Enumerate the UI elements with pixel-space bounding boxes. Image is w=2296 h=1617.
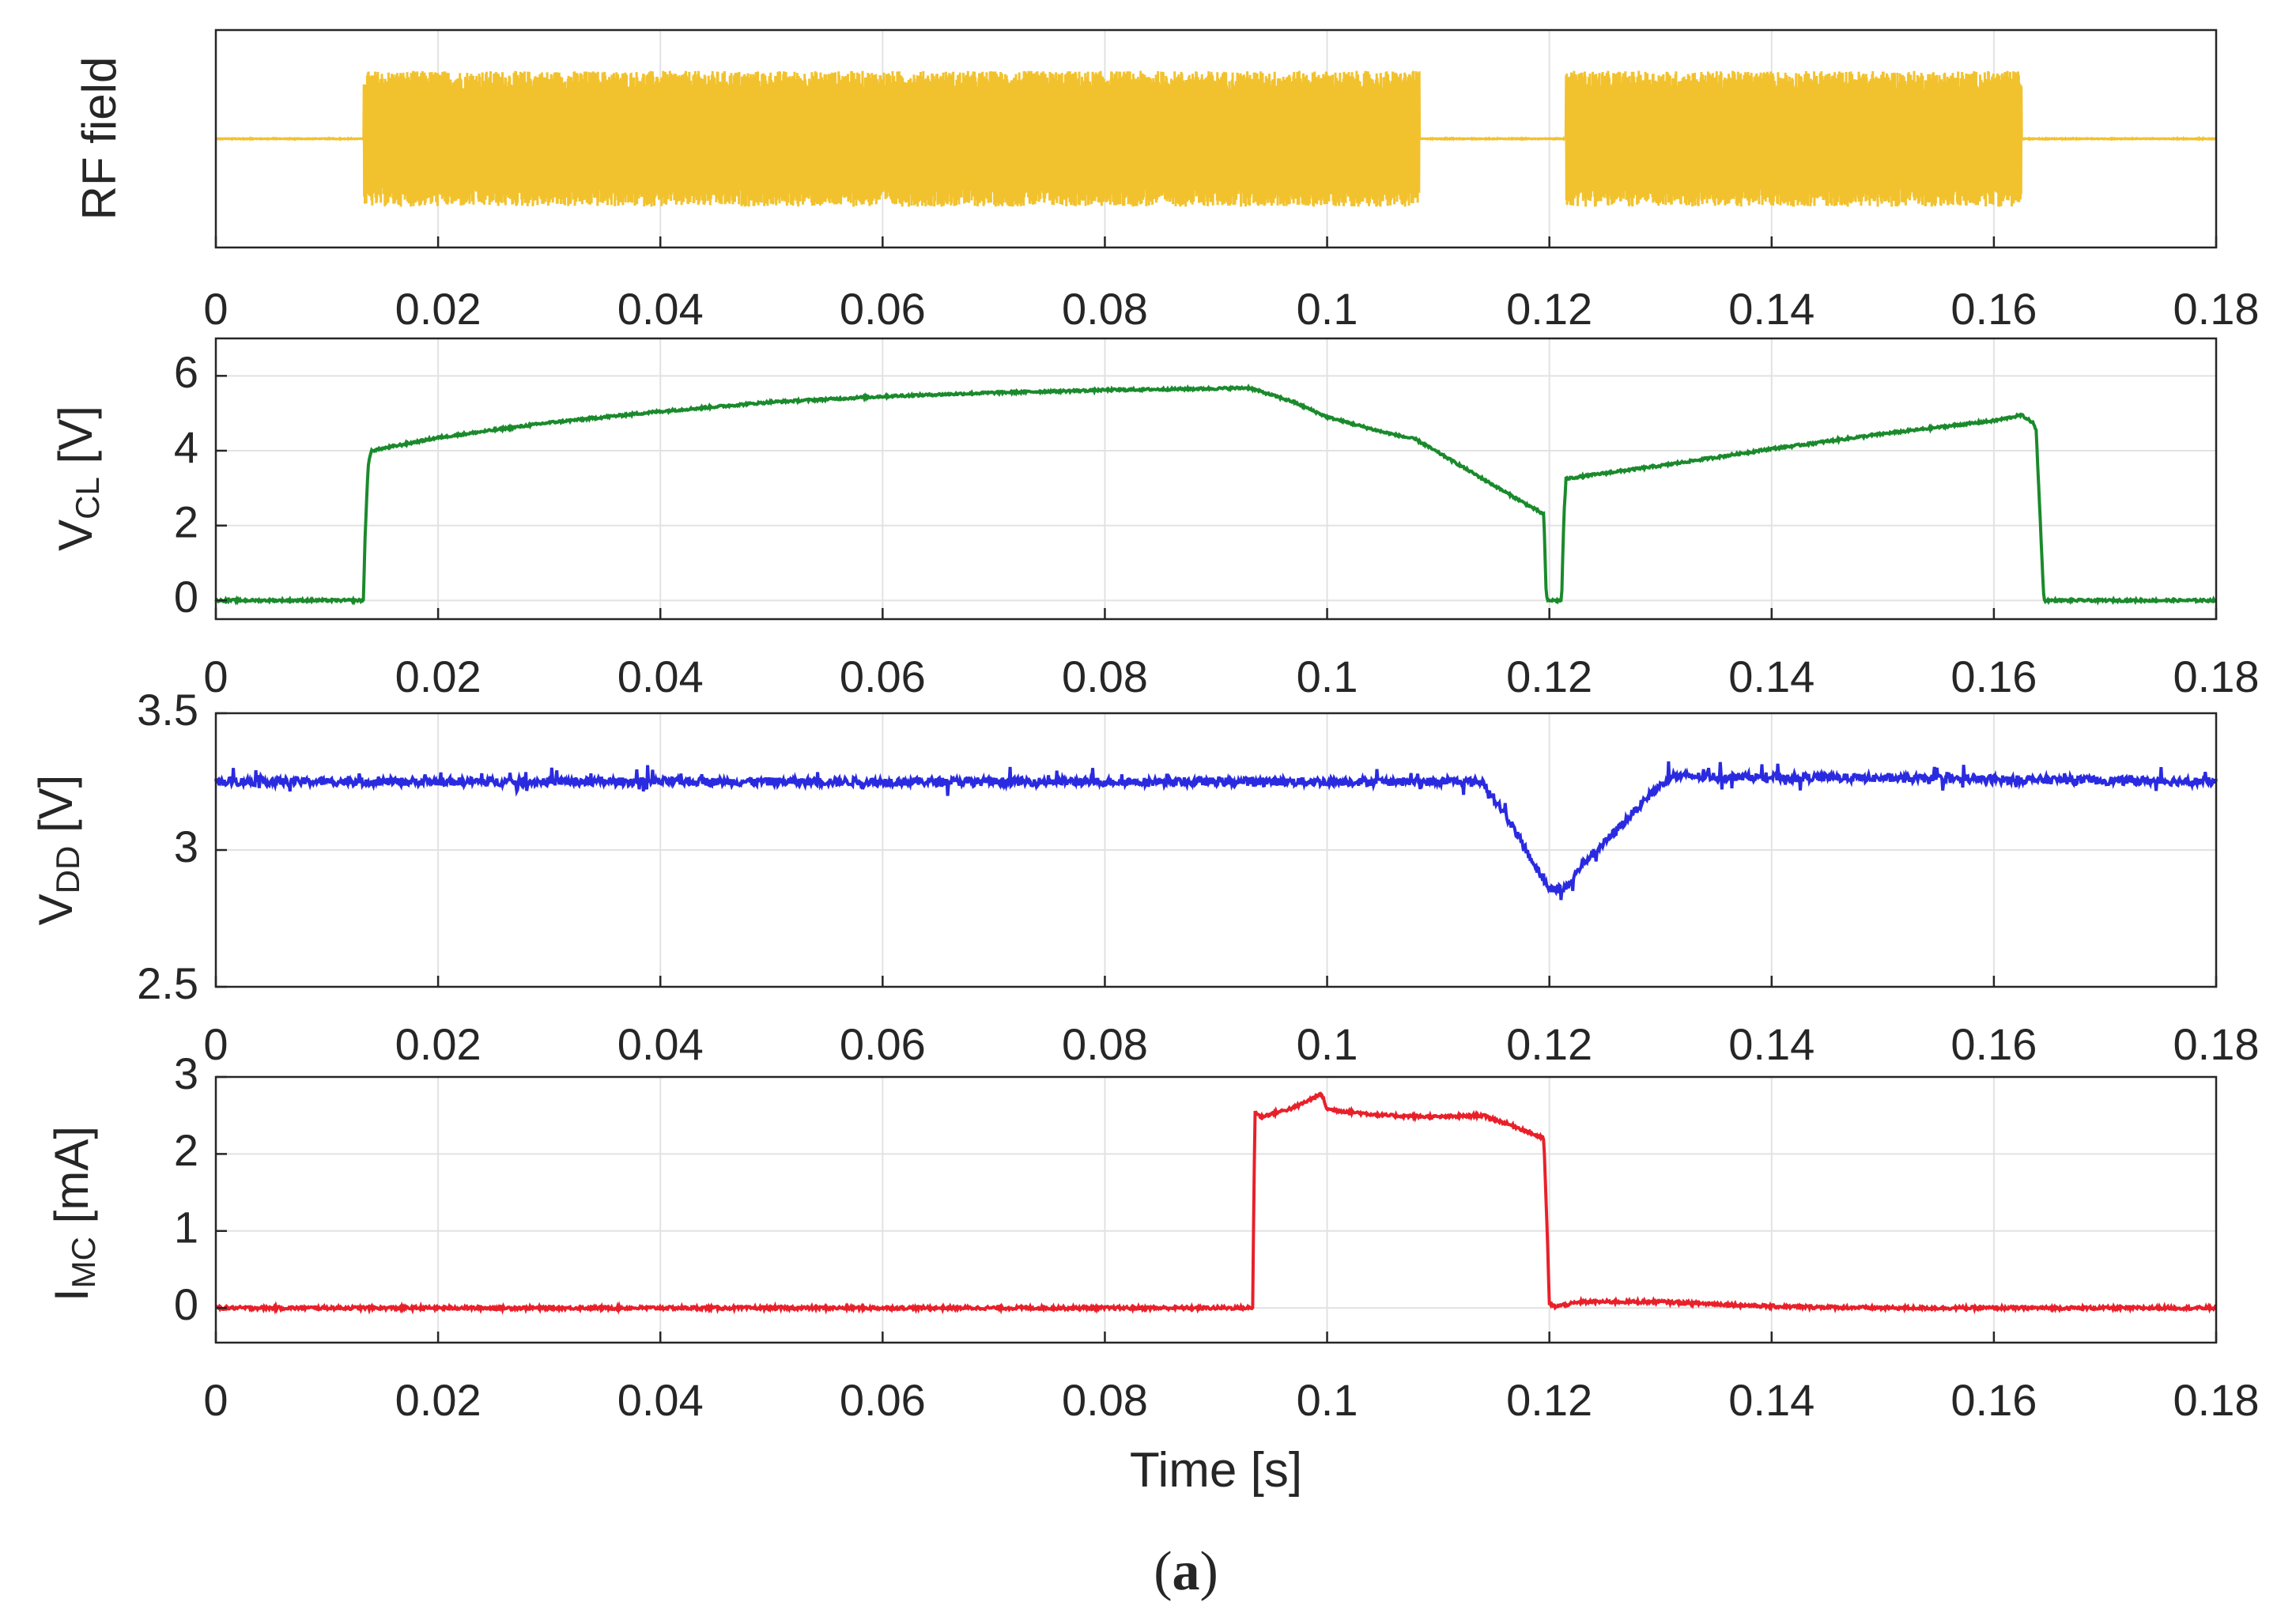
vcl-x-tick-label: 0.18 (2173, 652, 2260, 701)
vdd-x-tick-label: 0.14 (1728, 1019, 1815, 1069)
imc-panel: 0 1 2 3 0 0.02 0.04 0.06 0.08 0.1 0.12 0.14 0.16 0.1… (45, 1048, 2260, 1498)
vdd-y-tick-label: 2.5 (137, 958, 198, 1008)
imc-x-tick-label: 0.04 (617, 1375, 704, 1425)
vdd-x-tick-labels: 0 0.02 0.04 0.06 0.08 0.1 0.12 0.14 0.16 0.18 (203, 976, 2260, 1069)
caption-open: ( (1154, 1541, 1172, 1602)
imc-plot-frame (214, 1075, 2218, 1344)
vdd-x-tick-label: 0.12 (1506, 1019, 1592, 1069)
rf-x-tick-labels: 0 0.02 0.04 0.06 0.08 0.1 0.12 0.14 0.16 0.18 (203, 236, 2260, 334)
imc-y-tick-label: 1 (174, 1203, 198, 1252)
rf-y-axis-label: RF field (73, 57, 126, 221)
imc-x-tick-label: 0.16 (1950, 1375, 2037, 1425)
vdd-grid (216, 713, 2216, 987)
caption-letter: a (1173, 1541, 1200, 1602)
imc-x-tick-label: 0.18 (2173, 1375, 2260, 1425)
vdd-x-tick-label: 0.16 (1950, 1019, 2037, 1069)
rf-x-tick-label: 0.06 (840, 284, 926, 334)
vcl-grid (216, 338, 2216, 619)
imc-y-tick-label: 3 (174, 1048, 198, 1098)
imc-x-tick-labels: 0 0.02 0.04 0.06 0.08 0.1 0.12 0.14 0.16 0.18 (203, 1332, 2260, 1425)
vdd-x-tick-label: 0.06 (840, 1019, 926, 1069)
vdd-x-tick-label: 0.18 (2173, 1019, 2260, 1069)
vdd-panel: 2.5 3 3.5 0 0.02 0.04 0.06 0.08 0.1 0.12 0.14 0.16… (29, 685, 2260, 1069)
vcl-x-tick-labels: 0 0.02 0.04 0.06 0.08 0.1 0.12 0.14 0.16 0.18 (203, 608, 2260, 701)
rf-x-tick-label: 0.02 (395, 284, 481, 334)
vcl-panel: 0 2 4 6 0 0.02 0.04 0.06 0.08 0.1 0.12 0.14 0.16 0.1… (49, 337, 2260, 701)
imc-ylabel-main: I (45, 1288, 98, 1302)
vcl-y-tick-labels: 0 2 4 6 (174, 347, 227, 621)
vdd-x-tick-label: 0 (203, 1019, 228, 1069)
vcl-x-tick-label: 0.16 (1950, 652, 2037, 701)
vdd-y-tick-label: 3 (174, 822, 198, 871)
vdd-x-tick-label: 0.02 (395, 1019, 481, 1069)
imc-y-axis-label: IMC [mA] (45, 1126, 102, 1302)
vdd-y-tick-labels: 2.5 3 3.5 (137, 685, 227, 1008)
caption-close: ) (1200, 1541, 1218, 1602)
imc-y-tick-labels: 0 1 2 3 (174, 1048, 227, 1329)
imc-x-tick-label: 0.12 (1506, 1375, 1592, 1425)
vdd-x-tick-label: 0.04 (617, 1019, 704, 1069)
vdd-y-tick-label: 3.5 (137, 685, 198, 735)
rf-x-tick-label: 0.1 (1297, 284, 1358, 334)
rf-x-tick-label: 0.18 (2173, 284, 2260, 334)
imc-x-tick-label: 0.02 (395, 1375, 481, 1425)
rf-field-trace (215, 70, 2217, 207)
imc-x-tick-label: 0.06 (840, 1375, 926, 1425)
vcl-ylabel-sub: CL (69, 477, 106, 519)
imc-x-tick-label: 0.1 (1297, 1375, 1358, 1425)
vcl-plot-area (216, 338, 2216, 619)
vdd-x-tick-label: 0.1 (1297, 1019, 1358, 1069)
vdd-ylabel-unit: [V] (29, 775, 82, 846)
vcl-x-tick-label: 0.02 (395, 652, 481, 701)
rf-x-tick-label: 0.16 (1950, 284, 2037, 334)
rf-field-panel: 0 0.02 0.04 0.06 0.08 0.1 0.12 0.14 0.16 0.18 RF … (73, 28, 2260, 334)
imc-plot-area (216, 1077, 2216, 1343)
rf-plot-frame (214, 28, 2218, 249)
imc-ylabel-unit: [mA] (45, 1126, 98, 1237)
vdd-y-axis-label: VDD [V] (29, 775, 86, 926)
vcl-trace (214, 383, 2217, 606)
vcl-x-tick-label: 0.08 (1062, 652, 1148, 701)
vdd-trace (214, 761, 2218, 901)
vcl-y-tick-label: 4 (174, 422, 198, 472)
vcl-y-tick-label: 0 (174, 572, 198, 621)
imc-x-tick-label: 0.14 (1728, 1375, 1815, 1425)
imc-x-tick-label: 0.08 (1062, 1375, 1148, 1425)
imc-ylabel-sub: MC (65, 1237, 102, 1288)
rf-x-tick-label: 0.14 (1728, 284, 1815, 334)
rf-x-tick-label: 0.12 (1506, 284, 1592, 334)
vcl-x-tick-label: 0.04 (617, 652, 704, 701)
vcl-x-tick-label: 0.14 (1728, 652, 1815, 701)
time-x-axis-label: Time [s] (1130, 1443, 1302, 1498)
imc-trace (215, 1091, 2218, 1316)
rf-x-tick-label: 0.04 (617, 284, 704, 334)
imc-y-tick-label: 0 (174, 1279, 198, 1329)
imc-y-tick-label: 2 (174, 1125, 198, 1175)
vcl-ylabel-unit: [V] (49, 406, 102, 477)
vcl-ylabel-main: V (49, 519, 102, 551)
rf-x-tick-label: 0.08 (1062, 284, 1148, 334)
vcl-y-tick-label: 6 (174, 347, 198, 397)
vcl-y-axis-label: VCL [V] (49, 406, 106, 551)
figure-caption: (a) (1154, 1541, 1218, 1602)
vcl-x-tick-label: 0.06 (840, 652, 926, 701)
vcl-y-tick-label: 2 (174, 497, 198, 546)
vcl-x-tick-label: 0 (203, 652, 228, 701)
vdd-ylabel-sub: DD (49, 846, 86, 894)
vdd-x-tick-label: 0.08 (1062, 1019, 1148, 1069)
vcl-x-tick-label: 0.12 (1506, 652, 1592, 701)
vdd-ylabel-main: V (29, 894, 82, 925)
vcl-plot-frame (214, 337, 2218, 621)
vcl-x-tick-label: 0.1 (1297, 652, 1358, 701)
imc-x-tick-label: 0 (203, 1375, 228, 1425)
rf-x-tick-label: 0 (203, 284, 228, 334)
